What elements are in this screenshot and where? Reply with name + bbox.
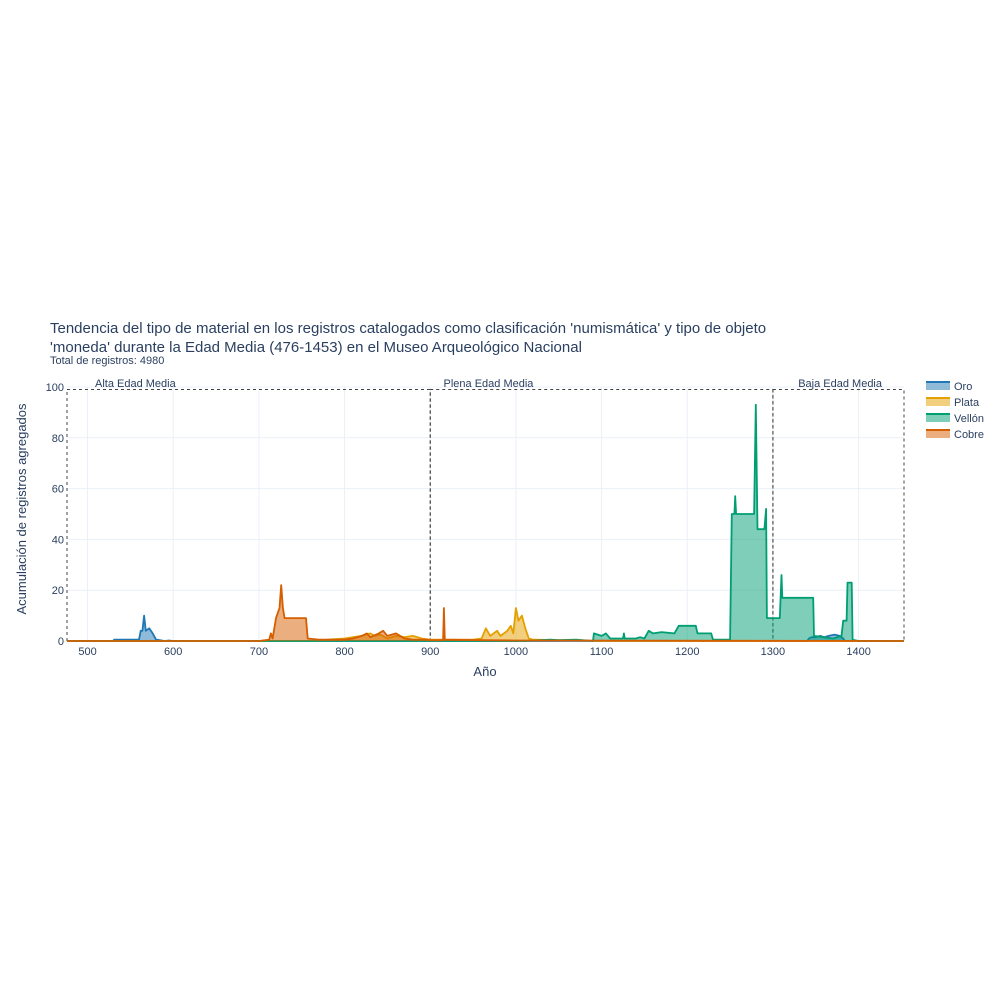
x-tick-label: 1100 [590, 646, 614, 658]
period-label: Alta Edad Media [95, 378, 177, 390]
series-area-1 [67, 608, 904, 641]
legend-item[interactable]: Oro [926, 381, 972, 393]
legend-label: Oro [954, 381, 972, 393]
legend-swatch [926, 430, 950, 438]
series-area-3 [67, 585, 904, 641]
x-tick-label: 1300 [761, 646, 785, 658]
period-label: Plena Edad Media [444, 378, 535, 390]
y-tick-label: 20 [52, 585, 64, 597]
y-tick-label: 100 [46, 382, 64, 394]
x-tick-label: 700 [250, 646, 268, 658]
x-tick-label: 500 [78, 646, 96, 658]
legend-swatch [926, 414, 950, 422]
period-label: Baja Edad Media [798, 378, 883, 390]
x-tick-label: 1200 [675, 646, 699, 658]
x-tick-label: 800 [335, 646, 353, 658]
legend-swatch [926, 398, 950, 406]
legend-swatch [926, 382, 950, 390]
legend-item[interactable]: Vellón [926, 413, 984, 425]
chart-title-line-1: Tendencia del tipo de material en los re… [50, 320, 766, 337]
series-area-2 [67, 404, 904, 641]
chart-subtitle: Total de registros: 4980 [50, 355, 164, 367]
y-tick-label: 40 [52, 534, 64, 546]
period-box [429, 389, 774, 642]
y-axis-title: Acumulación de registros agregados [14, 403, 29, 615]
x-tick-label: 1000 [504, 646, 528, 658]
series-line-3 [67, 584, 905, 642]
chart-title-line-2: 'moneda' durante la Edad Media (476-1453… [50, 339, 582, 356]
x-tick-label: 1400 [846, 646, 870, 658]
x-tick-label: 600 [164, 646, 182, 658]
y-tick-label: 60 [52, 484, 64, 496]
legend-item[interactable]: Cobre [926, 429, 984, 441]
legend-label: Vellón [954, 413, 984, 425]
legend-item[interactable]: Plata [926, 397, 980, 409]
period-box [66, 389, 431, 642]
legend[interactable]: Oro Plata Vellón Cobre [926, 381, 984, 441]
series-line-2 [67, 403, 904, 642]
y-tick-label: 0 [58, 636, 64, 648]
x-axis-title: Año [473, 664, 496, 679]
legend-label: Plata [954, 397, 980, 409]
y-tick-label: 80 [52, 433, 64, 445]
x-tick-label: 900 [421, 646, 439, 658]
legend-label: Cobre [954, 429, 984, 441]
